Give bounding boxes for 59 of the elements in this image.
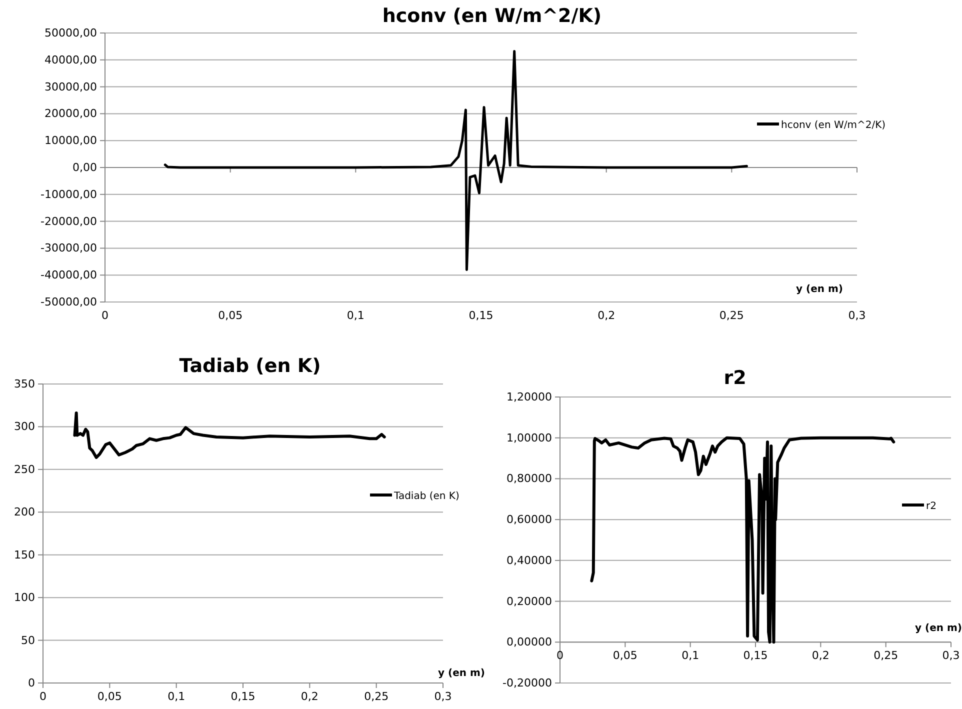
x-tick-label: 0,2 <box>300 690 318 703</box>
y-tick-label: -30000,00 <box>40 242 97 255</box>
y-tick-label: 30000,00 <box>44 80 97 94</box>
x-tick-label: 0,25 <box>364 690 389 703</box>
chart-title: Tadiab (en K) <box>179 355 321 377</box>
y-tick-label: 300 <box>14 420 35 434</box>
y-tick-label: 1,00000 <box>506 431 552 444</box>
x-tick-label: 0,2 <box>598 309 616 322</box>
x-tick-label: 0,15 <box>230 690 256 703</box>
chart-title: r2 <box>724 367 746 389</box>
y-tick-label: 0,80000 <box>506 472 552 486</box>
y-tick-label: -40000,00 <box>40 268 97 282</box>
y-tick-label: -10000,00 <box>40 188 97 201</box>
y-tick-label: 50000,00 <box>44 26 97 40</box>
x-tick-label: 0,15 <box>468 309 494 322</box>
x-axis-title: y (en m) <box>796 284 843 295</box>
x-tick-label: 0,05 <box>97 690 122 703</box>
x-axis-title: y (en m) <box>438 668 485 679</box>
y-tick-label: 0,00000 <box>506 636 552 649</box>
y-tick-label: 1,20000 <box>506 390 552 404</box>
x-axis-title: y (en m) <box>915 623 962 634</box>
y-tick-label: 50 <box>21 634 35 647</box>
x-tick-label: 0,2 <box>812 649 830 662</box>
y-tick-label: 0 <box>28 676 35 690</box>
line-series <box>73 412 386 459</box>
y-tick-label: 0,60000 <box>506 513 552 526</box>
y-tick-label: 0,00 <box>72 161 97 174</box>
x-tick-label: 0,15 <box>743 649 768 662</box>
legend-label: hconv (en W/m^2/K) <box>781 120 886 131</box>
x-tick-label: 0,25 <box>874 649 898 662</box>
y-tick-label: -50000,00 <box>40 296 97 309</box>
y-tick-label: -20000,00 <box>40 214 97 228</box>
y-tick-label: 150 <box>14 548 35 562</box>
legend-label: Tadiab (en K) <box>393 491 460 502</box>
x-tick-label: 0,1 <box>682 649 700 662</box>
x-tick-label: 0,1 <box>168 690 186 703</box>
chart-title: hconv (en W/m^2/K) <box>382 5 602 27</box>
x-tick-label: 0,25 <box>719 309 744 322</box>
y-tick-label: 200 <box>14 506 35 519</box>
y-tick-label: 0,40000 <box>506 554 552 567</box>
y-tick-label: 250 <box>14 462 35 476</box>
x-tick-label: 0,3 <box>848 309 866 322</box>
x-tick-label: 0 <box>102 309 108 322</box>
y-tick-label: 20000,00 <box>44 107 97 120</box>
x-tick-label: 0,1 <box>346 309 364 322</box>
legend-label: r2 <box>926 501 936 512</box>
x-tick-label: 0,3 <box>942 649 960 662</box>
x-tick-label: 0,05 <box>218 309 243 322</box>
y-tick-label: 40000,00 <box>44 53 97 66</box>
x-tick-label: 0,05 <box>612 649 638 662</box>
y-tick-label: 0,20000 <box>506 594 552 608</box>
x-tick-label: 0,3 <box>434 690 452 703</box>
line-series <box>590 436 896 644</box>
y-tick-label: -0,20000 <box>502 676 552 690</box>
y-tick-label: 350 <box>14 378 35 391</box>
line-series <box>164 50 748 271</box>
y-tick-label: 100 <box>14 591 35 604</box>
x-tick-label: 0 <box>556 649 564 662</box>
y-tick-label: 10000,00 <box>44 134 97 148</box>
